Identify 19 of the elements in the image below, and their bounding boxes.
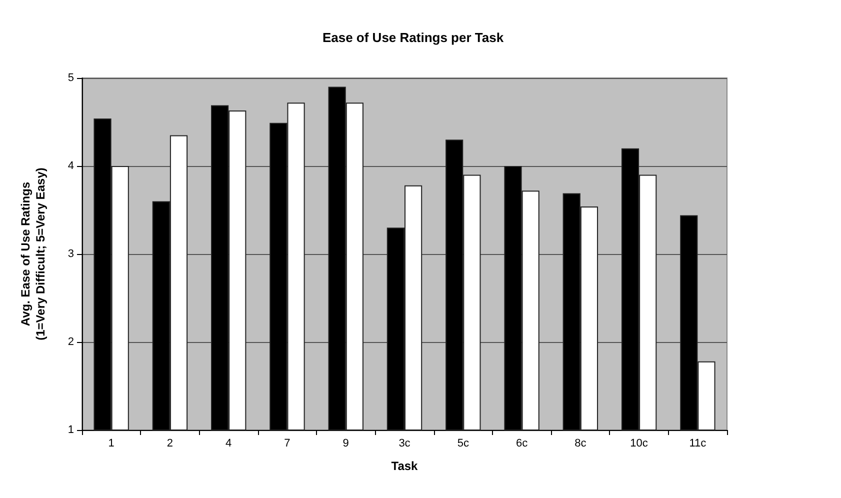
y-tick-label: 4 bbox=[68, 160, 74, 172]
chart-title: Ease of Use Ratings per Task bbox=[322, 30, 504, 45]
x-tick-label: 10c bbox=[630, 438, 648, 450]
y-tick-label: 5 bbox=[68, 72, 74, 84]
x-tick-label: 3c bbox=[398, 438, 411, 450]
x-tick-label: 8c bbox=[574, 438, 587, 450]
x-tick-label: 6c bbox=[516, 438, 528, 450]
y-tick-label: 2 bbox=[68, 336, 74, 348]
x-tick-label: 2 bbox=[166, 438, 174, 450]
y-tick-label: 1 bbox=[68, 424, 74, 436]
x-tick-label: 5c bbox=[457, 438, 470, 450]
x-tick-label: 11c bbox=[689, 438, 707, 450]
x-tick-label: 7 bbox=[284, 438, 290, 450]
y-tick-label: 3 bbox=[68, 248, 74, 260]
x-tick-label: 9 bbox=[342, 438, 349, 450]
y-axis-title: Avg. Ease of Use Ratings (1=Very Difficult; 5=Very Easy) bbox=[18, 168, 48, 340]
x-axis-title: Task bbox=[391, 459, 418, 473]
x-tick-label: 1 bbox=[108, 438, 114, 450]
x-tick-label: 4 bbox=[226, 438, 232, 450]
